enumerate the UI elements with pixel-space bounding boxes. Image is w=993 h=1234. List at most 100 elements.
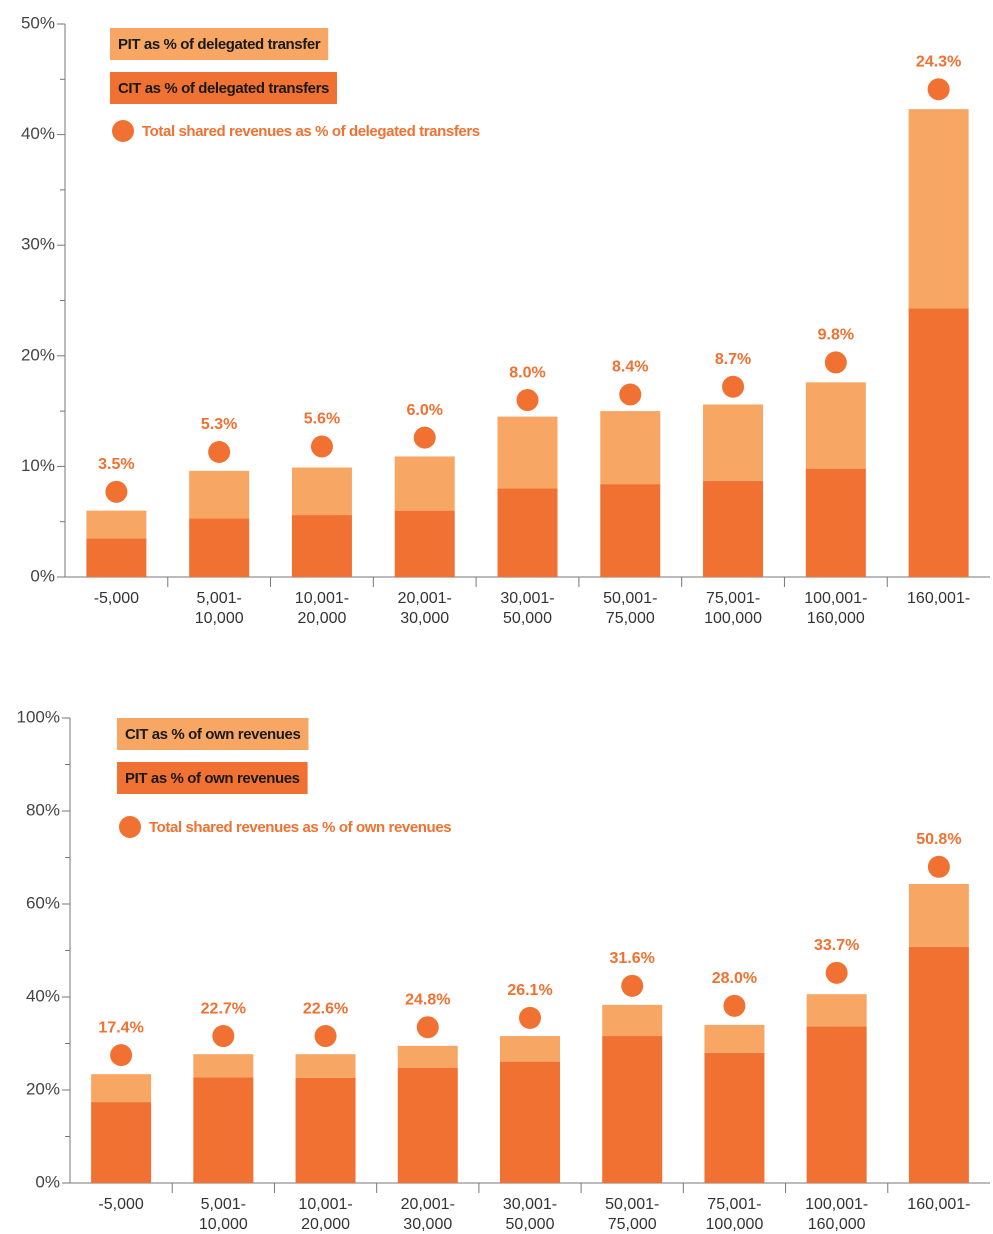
x-tick-label: 100,001- 160,000 [804,590,867,627]
y-tick-label: 20% [26,1079,60,1098]
bar-segment [91,1102,152,1183]
x-tick-line: 75,001- [707,1196,761,1213]
bar-segment [600,411,661,485]
data-label: 3.5% [98,456,134,473]
legend-box [110,28,329,60]
x-tick-line: 30,000 [400,610,449,627]
data-label: 17.4% [98,1019,143,1036]
y-tick-label: 40% [21,124,55,143]
x-tick-line: 20,001- [401,1196,455,1213]
x-tick-line: 160,000 [807,610,865,627]
data-label: 8.4% [612,359,648,376]
bar-segment [295,1077,356,1183]
bar-segment [806,994,867,1027]
x-tick-line: 5,001- [196,590,241,607]
y-tick-label: 0% [35,1172,60,1191]
x-tick-label: 160,001- [907,590,970,607]
x-tick-label: 30,001- 50,000 [503,1196,557,1233]
total-dot [516,389,539,412]
x-tick-line: 50,001- [603,590,657,607]
bar-segment [703,404,764,481]
x-tick-label: 10,001- 20,000 [295,590,349,627]
bar-segment [602,1004,663,1037]
data-label: 22.7% [201,1000,246,1017]
x-tick-line: 160,001- [907,590,970,607]
x-tick-line: -5,000 [94,590,139,607]
data-label: 22.6% [303,1000,348,1017]
bar-segment [189,518,250,577]
x-tick-line: 30,001- [503,1196,557,1213]
total-dot [927,855,950,878]
bar-segment [500,1061,560,1183]
bar-segment [394,510,455,577]
y-tick-label: 0% [30,566,55,585]
data-label: 5.6% [304,411,340,428]
data-label: 5.3% [201,416,237,433]
x-tick-line: 100,001- [805,1196,868,1213]
legend-box [110,72,337,104]
x-tick-label: 50,001- 75,000 [605,1196,659,1233]
data-label: 26.1% [507,982,552,999]
bar-segment [600,484,661,577]
data-label: 24.8% [405,991,450,1008]
total-dot [110,1044,133,1067]
bar-segment [291,467,352,516]
x-tick-label: 75,001- 100,000 [704,590,762,627]
bar-segment [86,510,147,539]
x-tick-line: 10,001- [298,1196,352,1213]
data-label: 33.7% [814,937,859,954]
total-dot [416,1016,439,1039]
total-dot [208,441,231,464]
x-tick-label: 30,001- 50,000 [500,590,554,627]
x-tick-line: -5,000 [98,1196,143,1213]
total-dot [722,375,745,398]
total-dot [619,383,642,406]
x-tick-label: -5,000 [94,590,139,607]
bar-segment [806,1026,867,1183]
bar-segment [193,1077,254,1183]
total-dot [413,426,436,449]
x-tick-line: 20,001- [398,590,452,607]
bar-segment [394,456,455,511]
legend-label: PIT as % of delegated transfer [118,36,321,53]
data-label: 24.3% [916,53,961,70]
bar-segment [497,488,558,577]
legend-box [117,718,309,750]
x-tick-label: 20,001- 30,000 [398,590,452,627]
bar-segment [189,470,250,519]
x-tick-line: 75,000 [608,1216,657,1233]
total-dot [824,351,847,374]
bar-segment [497,416,558,489]
legend-box [117,762,308,794]
data-label: 9.8% [818,327,854,344]
bar-segment [193,1054,254,1078]
x-tick-label: 160,001- [907,1196,970,1213]
x-tick-line: 30,000 [403,1216,452,1233]
x-tick-line: 10,000 [195,610,244,627]
x-tick-label: 5,001- 10,000 [195,590,244,627]
bar-segment [908,946,969,1183]
data-label: 28.0% [712,970,757,987]
y-tick-label: 80% [26,800,60,819]
y-tick-label: 30% [21,235,55,254]
x-tick-line: 10,000 [199,1216,248,1233]
x-tick-line: 20,000 [301,1216,350,1233]
data-label: 50.8% [916,831,961,848]
total-dot [621,974,644,997]
data-label: 8.7% [715,351,751,368]
y-tick-label: 60% [26,893,60,912]
bar-segment [91,1074,152,1103]
x-tick-label: -5,000 [98,1196,143,1213]
x-tick-label: 10,001- 20,000 [298,1196,352,1233]
bar-segment [908,884,969,947]
legend-dot [112,120,134,142]
bar-segment [704,1024,765,1053]
x-tick-line: 50,000 [506,1216,555,1233]
bar-segment [500,1036,560,1062]
x-tick-line: 30,001- [500,590,554,607]
bar-segment [908,308,969,577]
total-dot [212,1025,235,1048]
legend-dot [119,816,141,838]
x-tick-label: 75,001- 100,000 [706,1196,764,1233]
